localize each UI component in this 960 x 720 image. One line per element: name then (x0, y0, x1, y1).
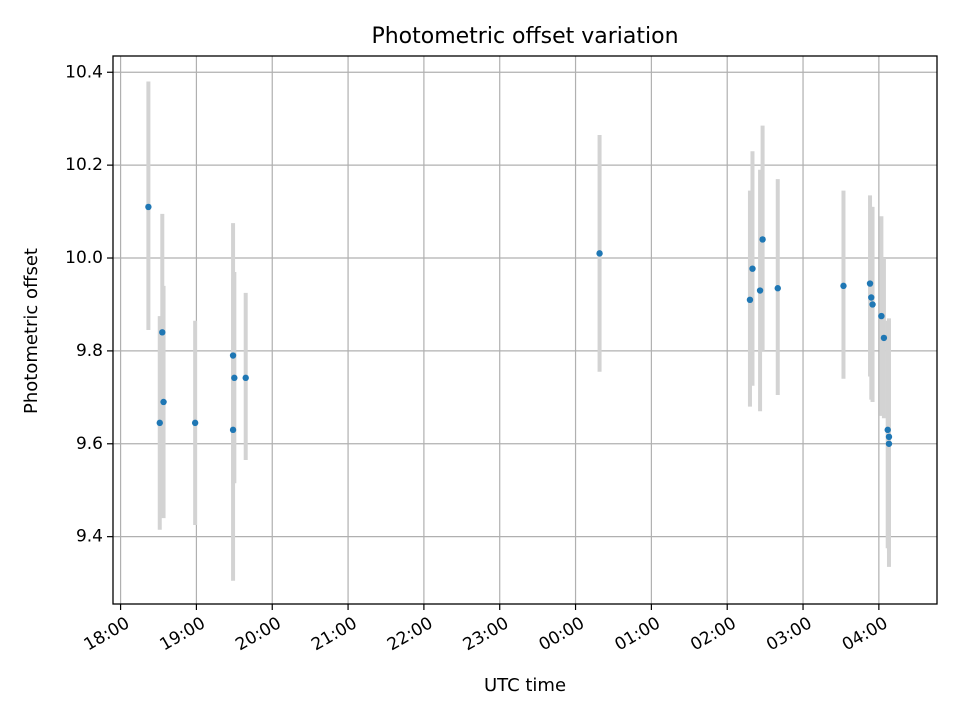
data-point (746, 296, 754, 304)
x-tick-label: 01:00 (611, 613, 663, 655)
data-point (229, 426, 237, 434)
y-tick-label: 9.4 (76, 527, 103, 547)
data-point (885, 440, 893, 447)
x-tick-label: 02:00 (687, 613, 739, 655)
data-point (869, 301, 876, 308)
data-point (868, 294, 875, 301)
x-tick-label: 04:00 (839, 613, 891, 655)
data-point (884, 426, 891, 434)
data-point (156, 419, 163, 427)
x-tick-label: 21:00 (308, 613, 360, 655)
data-point (878, 312, 885, 320)
data-point (759, 236, 766, 243)
axis-ticks: 18:00 19:00 20:00 21:00 22:00 23:00 00:00 01:00… (65, 62, 891, 655)
data-point (229, 352, 237, 359)
y-tick-label: 10.0 (65, 248, 103, 268)
data-point (145, 203, 152, 211)
x-axis-label: UTC time (484, 675, 566, 696)
data-point (191, 419, 199, 427)
data-point (159, 329, 166, 336)
data-point (880, 334, 888, 342)
y-axis-label: Photometric offset (21, 248, 42, 414)
x-tick-label: 03:00 (763, 613, 815, 655)
chart-title: Photometric offset variation (371, 24, 678, 49)
data-point (231, 374, 238, 382)
y-tick-label: 10.2 (65, 155, 103, 175)
x-tick-label: 19:00 (156, 613, 208, 655)
y-tick-label: 9.8 (76, 341, 103, 361)
data-point (885, 433, 893, 441)
x-tick-label: 23:00 (460, 613, 512, 655)
data-point (596, 250, 603, 257)
plot-frame (112, 55, 938, 605)
data-point (840, 282, 847, 290)
x-tick-label: 18:00 (81, 613, 133, 655)
data-point (756, 287, 764, 294)
data-point (774, 285, 781, 292)
y-tick-label: 9.6 (76, 434, 103, 454)
data-point (749, 265, 756, 272)
error-bars (146, 81, 891, 581)
x-tick-label: 22:00 (384, 613, 436, 655)
data-point (160, 398, 167, 406)
x-tick-label: 00:00 (536, 613, 588, 655)
x-tick-label: 20:00 (232, 613, 284, 655)
data-points (145, 203, 893, 447)
data-point (242, 374, 249, 382)
grid-lines (113, 56, 937, 604)
data-point (866, 280, 874, 287)
y-tick-label: 10.4 (65, 62, 103, 82)
